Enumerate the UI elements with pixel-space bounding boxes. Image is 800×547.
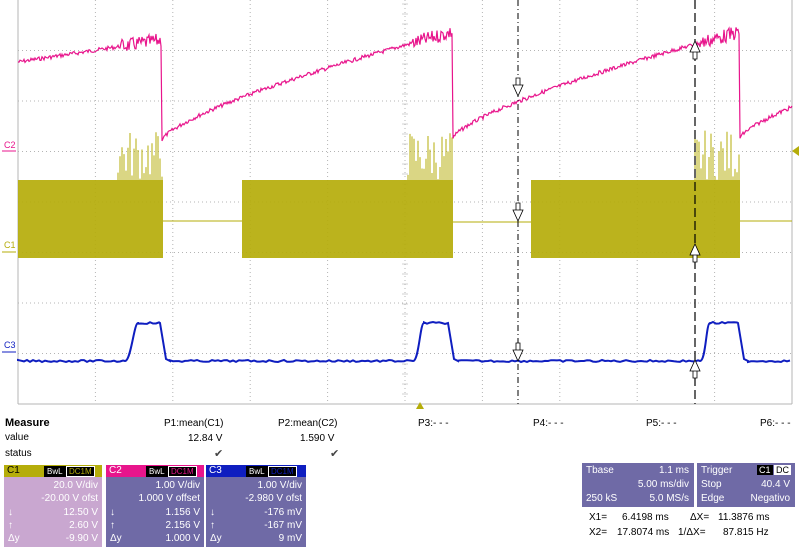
channel-box-header: C3 BwL DC1M [206,465,306,477]
trace-c3 [17,320,791,364]
delta-y-value: 9 mV [278,533,302,544]
cursor1-level: 12.50 V [63,507,98,518]
bandwidth-tag: BwL [44,466,66,477]
x1-label: X1= [589,512,608,523]
p1-name[interactable]: P1:mean(C1) [164,418,224,429]
offset: -20.00 V ofst [41,493,98,504]
cursor2-level: 2.60 V [69,520,98,531]
cursor-up-icon: ↑ [110,520,115,531]
volts-per-div: 1.00 V/div [257,480,302,491]
dx-label: ΔX= [690,512,710,523]
timebase-div: 5.00 ms/div [637,479,689,490]
trigger-title: Trigger [701,465,733,476]
cursor2-level: 2.156 V [165,520,200,531]
trigger-coupling: DC [774,465,791,475]
cursor-up-icon: ↑ [210,520,215,531]
cursor2-level: -167 mV [264,520,302,531]
dx-value: 11.3876 ms [718,512,770,523]
cursor-down-icon: ↓ [210,507,215,518]
timebase-value: 1.1 ms [658,465,689,476]
p2-name[interactable]: P2:mean(C2) [278,418,338,429]
x1-value: 6.4198 ms [622,512,669,523]
channel-box-c2[interactable]: C2 BwL DC1M 1.00 V/div 1.000 V offset ↓ 1.156 … [106,465,204,547]
cursor-x2[interactable] [689,0,701,404]
cursor1-level: 1.156 V [165,507,200,518]
trace-c2 [17,26,793,142]
offset: 1.000 V offset [138,493,200,504]
cursor-x2-arrow-mid [689,243,701,263]
p2-status-check-icon: ✔ [330,448,340,460]
delta-y-label: Δy [8,533,20,544]
bandwidth-tag: BwL [146,466,168,477]
volts-per-div: 20.0 V/div [53,480,98,491]
measure-row-value: value [5,432,29,443]
x2-value: 17.8074 ms [617,527,670,538]
measure-title: Measure [5,417,50,429]
trigger-mode: Stop [701,479,722,490]
delta-y-label: Δy [110,533,122,544]
delta-y-value: 1.000 V [165,533,200,544]
channel-name: C2 [109,465,122,476]
channel-box-header: C2 BwL DC1M [106,465,204,477]
trigger-level-marker[interactable] [792,146,799,156]
channel-box-c3[interactable]: C3 BwL DC1M 1.00 V/div -2.980 V ofst ↓ -176 mV… [206,465,306,547]
timebase-title: Tbase [586,465,614,476]
p2-value: 1.590 V [300,433,335,444]
bandwidth-tag: BwL [246,466,268,477]
channel-box-header: C1 BwL DC1M [4,465,102,477]
cursor-x2-arrow-top [689,40,701,60]
timebase-box[interactable]: Tbase 1.1 ms 5.00 ms/div 250 kS 5.0 MS/s [582,463,694,507]
c2-ground-label: C2 [4,140,16,150]
delta-y-label: Δy [210,533,222,544]
p1-status-check-icon: ✔ [214,448,224,460]
cursor-x1-arrow-mid [512,202,524,222]
cursor-x1[interactable] [512,0,524,404]
trigger-type: Edge [701,493,725,504]
coupling-tag: DC1M [168,466,197,477]
cursor-down-icon: ↓ [8,507,13,518]
trigger-box[interactable]: Trigger C1 DC Stop 40.4 V Edge Negativo [697,463,795,507]
coupling-tag: DC1M [268,466,297,477]
p4-marker[interactable]: P4:- - - [533,418,564,429]
cursor-x2-arrow-low [689,359,701,379]
channel-name: C3 [209,465,222,476]
timebase-rate: 5.0 MS/s [649,493,689,504]
trace-c1-bursts [18,130,740,258]
p1-value: 12.84 V [188,433,223,444]
measure-panel: Measure value status P1:mean(C1) 12.84 V… [0,410,800,547]
cursor-up-icon: ↑ [8,520,13,531]
trigger-slope: Negativo [750,493,790,504]
delta-y-value: -9.90 V [65,533,98,544]
p3-marker[interactable]: P3:- - - [418,418,449,429]
cursor-down-icon: ↓ [110,507,115,518]
channel-box-body: 1.00 V/div -2.980 V ofst ↓ -176 mV ↑ -167 mV Δ… [206,477,306,547]
trigger-channel: C1 [757,465,773,475]
channel-box-body: 20.0 V/div -20.00 V ofst ↓ 12.50 V ↑ 2.60 V Δy… [4,477,102,547]
inv-dx-value: 87.815 Hz [723,527,769,538]
p5-marker[interactable]: P5:- - - [646,418,677,429]
measure-row-status: status [5,448,32,459]
c3-ground-label: C3 [4,340,16,350]
p6-marker[interactable]: P6:- - - [760,418,791,429]
coupling-tag: DC1M [66,466,95,477]
channel-name: C1 [7,465,20,476]
trigger-level: 40.4 V [761,479,790,490]
offset: -2.980 V ofst [245,493,302,504]
cursor-x1-arrow-top [512,77,524,97]
x2-label: X2= [589,527,608,538]
volts-per-div: 1.00 V/div [155,480,200,491]
trigger-position-marker[interactable] [416,402,424,409]
timebase-samples: 250 kS [586,493,618,504]
cursor-x1-arrow-low [512,342,524,362]
inv-dx-label: 1/ΔX= [678,527,706,538]
channel-box-body: 1.00 V/div 1.000 V offset ↓ 1.156 V ↑ 2.156 V… [106,477,204,547]
cursor1-level: -176 mV [264,507,302,518]
channel-box-c1[interactable]: C1 BwL DC1M 20.0 V/div -20.00 V ofst ↓ 12.50 V… [4,465,102,547]
c1-ground-label: C1 [4,240,16,250]
oscilloscope-display[interactable]: C2 C1 C3 [0,0,800,410]
